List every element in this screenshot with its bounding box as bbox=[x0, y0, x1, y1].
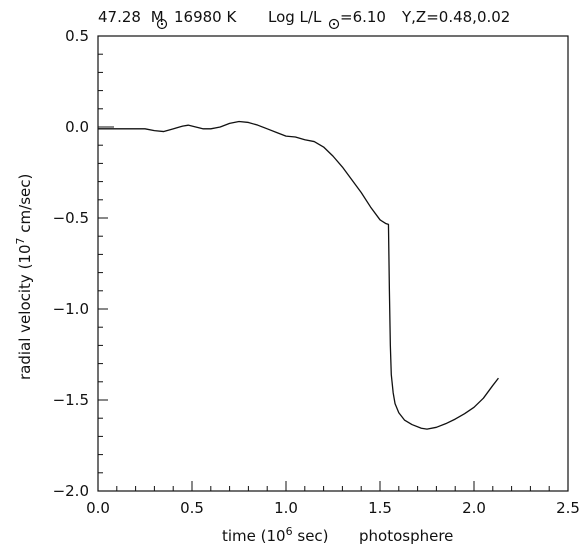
sun-symbol-dot bbox=[332, 22, 336, 26]
x-tick-label: 1.0 bbox=[274, 499, 298, 517]
y-tick-label: −0.5 bbox=[53, 209, 89, 227]
x-axis-label-suffix: sec) bbox=[293, 527, 329, 545]
x-tick-label: 0.5 bbox=[180, 499, 204, 517]
y-tick-label: −1.0 bbox=[53, 300, 89, 318]
x-tick-label: 2.0 bbox=[462, 499, 486, 517]
y-axis-label-exponent: 7 bbox=[14, 237, 27, 244]
title-mass-unit: M bbox=[151, 8, 164, 26]
x-axis-label: time (106 sec) bbox=[222, 525, 329, 545]
title-mass: 47.28 M bbox=[98, 8, 164, 26]
title-mass-value: 47.28 bbox=[98, 8, 141, 26]
sun-symbol-icon bbox=[156, 18, 168, 30]
x-axis-note: photosphere bbox=[359, 527, 453, 545]
y-tick-label: −2.0 bbox=[53, 482, 89, 500]
sun-symbol-icon bbox=[328, 18, 340, 30]
y-axis-label-prefix: radial velocity (10 bbox=[16, 244, 34, 380]
y-tick-label: 0.0 bbox=[65, 118, 89, 136]
series-line bbox=[98, 120, 499, 430]
sun-symbol-dot bbox=[160, 22, 164, 26]
y-axis-label-suffix: cm/sec) bbox=[16, 174, 34, 238]
title-luminosity-value: =6.10 bbox=[340, 8, 386, 26]
plot-frame bbox=[97, 35, 569, 492]
title-luminosity-prefix: Log L/L bbox=[268, 8, 322, 26]
y-tick-label: −1.5 bbox=[53, 391, 89, 409]
x-tick-label: 1.5 bbox=[368, 499, 392, 517]
y-tick-label: 0.5 bbox=[65, 27, 89, 45]
title-temperature: 16980 K bbox=[174, 8, 237, 26]
x-tick-label: 2.5 bbox=[556, 499, 580, 517]
title-composition: Y,Z=0.48,0.02 bbox=[401, 8, 510, 26]
x-axis-label-exponent: 6 bbox=[286, 525, 293, 538]
y-axis-label: radial velocity (107 cm/sec) bbox=[14, 174, 34, 380]
x-axis-ticks: 0.0 0.5 1.0 1.5 2.0 2.5 bbox=[86, 481, 580, 517]
x-axis-label-prefix: time (10 bbox=[222, 527, 286, 545]
y-axis-ticks: 0.5 0.0 −0.5 −1.0 −1.5 −2.0 bbox=[53, 27, 108, 500]
chart-title: 47.28 M 16980 K Log L/L =6.10 Y,Z=0.48,0… bbox=[98, 8, 510, 30]
x-tick-label: 0.0 bbox=[86, 499, 110, 517]
